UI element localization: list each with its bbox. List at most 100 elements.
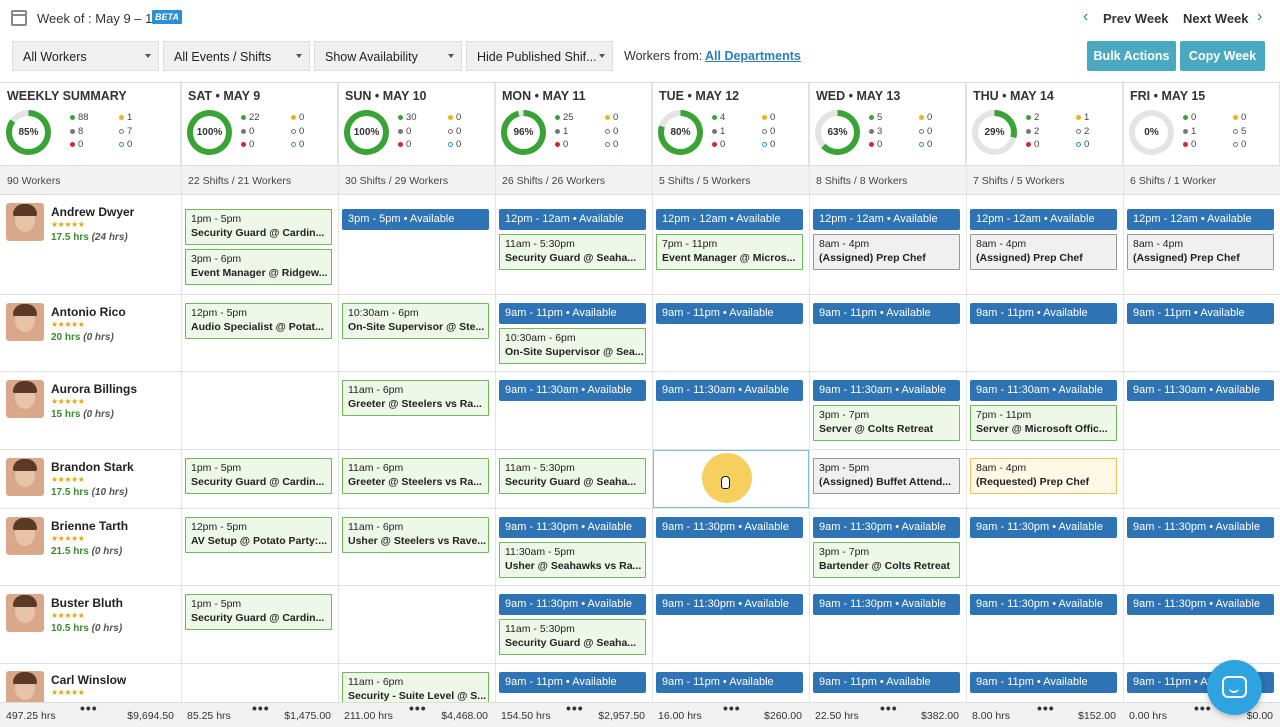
availability-block[interactable]: 9am - 11pm • Available	[813, 672, 960, 693]
availability-block[interactable]: 9am - 11pm • Available	[656, 303, 803, 324]
shift-block[interactable]: 1pm - 5pm Security Guard @ Cardin...	[185, 458, 332, 494]
shift-block[interactable]: 7pm - 11pm Server @ Microsoft Offic...	[970, 405, 1117, 441]
availability-block[interactable]: 12pm - 12am • Available	[813, 209, 960, 230]
more-options-icon[interactable]: •••	[723, 700, 741, 716]
worker-name[interactable]: Aurora Billings	[51, 382, 138, 396]
footer-amount: $382.00	[921, 710, 959, 722]
availability-block[interactable]: 9am - 11pm • Available	[499, 303, 646, 324]
shift-block[interactable]: 3pm - 7pm Bartender @ Colts Retreat	[813, 542, 960, 578]
shift-block[interactable]: 11am - 6pm Usher @ Steelers vs Rave...	[342, 517, 489, 553]
worker-name[interactable]: Brienne Tarth	[51, 519, 129, 533]
availability-block[interactable]: 9am - 11:30pm • Available	[813, 517, 960, 538]
availability-block[interactable]: 12pm - 12am • Available	[970, 209, 1117, 230]
worker-name[interactable]: Buster Bluth	[51, 596, 123, 610]
worker-name[interactable]: Andrew Dwyer	[51, 205, 135, 219]
shift-block[interactable]: 11:30am - 5pm Usher @ Seahawks vs Ra...	[499, 542, 646, 578]
availability-block[interactable]: 9am - 11pm • Available	[1127, 303, 1274, 324]
chat-button[interactable]	[1207, 660, 1262, 715]
availability-block[interactable]: 9am - 11:30am • Available	[1127, 380, 1274, 401]
availability-block[interactable]: 9am - 11pm • Available	[656, 672, 803, 693]
shift-block[interactable]: 1pm - 5pm Security Guard @ Cardin...	[185, 209, 332, 245]
availability-block[interactable]: 9am - 11:30pm • Available	[499, 594, 646, 615]
more-options-icon[interactable]: •••	[409, 700, 427, 716]
availability-block[interactable]: 9am - 11pm • Available	[813, 303, 960, 324]
availability-block[interactable]: 9am - 11pm • Available	[970, 303, 1117, 324]
stat-unassigned: 0	[762, 125, 775, 139]
day-title: SUN • MAY 10	[345, 89, 427, 103]
footer-amount: $2,957.50	[598, 710, 645, 722]
availability-block[interactable]: 3pm - 5pm • Available	[342, 209, 489, 230]
calendar-icon[interactable]	[11, 10, 27, 26]
next-week-button[interactable]: Next Week	[1183, 11, 1249, 26]
published-dropdown[interactable]: Hide Published Shif...	[466, 41, 613, 71]
availability-dropdown[interactable]: Show Availability	[314, 41, 462, 71]
more-options-icon[interactable]: •••	[252, 700, 270, 716]
shift-block[interactable]: 8am - 4pm (Assigned) Prep Chef	[813, 234, 960, 270]
worker-name[interactable]: Carl Winslow	[51, 673, 127, 687]
availability-block[interactable]: 9am - 11pm • Available	[499, 672, 646, 693]
availability-block[interactable]: 9am - 11:30am • Available	[970, 380, 1117, 401]
events-dropdown[interactable]: All Events / Shifts	[163, 41, 310, 71]
worker-name[interactable]: Brandon Stark	[51, 460, 134, 474]
availability-block[interactable]: 9am - 11:30pm • Available	[970, 594, 1117, 615]
more-options-icon[interactable]: •••	[1194, 700, 1212, 716]
shift-block[interactable]: 8am - 4pm (Assigned) Prep Chef	[970, 234, 1117, 270]
shift-block[interactable]: 8am - 4pm (Assigned) Prep Chef	[1127, 234, 1274, 270]
shift-block[interactable]: 8am - 4pm (Requested) Prep Chef	[970, 458, 1117, 494]
shift-block[interactable]: 11am - 6pm Greeter @ Steelers vs Ra...	[342, 458, 489, 494]
availability-block[interactable]: 9am - 11:30pm • Available	[1127, 517, 1274, 538]
shift-block[interactable]: 11am - 5:30pm Security Guard @ Seaha...	[499, 619, 646, 655]
shift-block[interactable]: 3pm - 7pm Server @ Colts Retreat	[813, 405, 960, 441]
availability-block[interactable]: 9am - 11pm • Available	[970, 672, 1117, 693]
workers-dropdown[interactable]: All Workers	[12, 41, 159, 71]
worker-name[interactable]: Antonio Rico	[51, 305, 126, 319]
shift-time: 8am - 4pm	[819, 238, 870, 250]
stat-filled: 5	[869, 111, 882, 125]
shift-block[interactable]: 10:30am - 6pm On-Site Supervisor @ Ste...	[342, 303, 489, 339]
chevron-left-icon[interactable]: ‹	[1083, 8, 1089, 25]
shift-block[interactable]: 11am - 6pm Greeter @ Steelers vs Ra...	[342, 380, 489, 416]
more-options-icon[interactable]: •••	[80, 700, 98, 716]
availability-block[interactable]: 12pm - 12am • Available	[1127, 209, 1274, 230]
availability-block[interactable]: 9am - 11:30pm • Available	[813, 594, 960, 615]
chevron-right-icon[interactable]: ›	[1257, 8, 1263, 25]
more-options-icon[interactable]: •••	[566, 700, 584, 716]
footer-hours: 154.50 hrs	[501, 710, 551, 722]
departments-link[interactable]: All Departments	[705, 49, 801, 63]
availability-block[interactable]: 9am - 11:30pm • Available	[656, 517, 803, 538]
shift-role: Greeter @ Steelers vs Ra...	[348, 476, 482, 488]
more-options-icon[interactable]: •••	[1037, 700, 1055, 716]
availability-block[interactable]: 9am - 11:30am • Available	[656, 380, 803, 401]
availability-block[interactable]: 9am - 11:30am • Available	[813, 380, 960, 401]
shift-block[interactable]: 11am - 5:30pm Security Guard @ Seaha...	[499, 234, 646, 270]
top-bar: Week of : May 9 – 15 BETA ‹ Prev Week Ne…	[0, 0, 1280, 38]
shift-block[interactable]: 11am - 5:30pm Security Guard @ Seaha...	[499, 458, 646, 494]
availability-block[interactable]: 9am - 11:30am • Available	[499, 380, 646, 401]
availability-block[interactable]: 12pm - 12am • Available	[656, 209, 803, 230]
shift-block[interactable]: 10:30am - 6pm On-Site Supervisor @ Sea...	[499, 328, 646, 364]
worker-scheduled-hours: (0 hrs)	[91, 623, 123, 634]
availability-block[interactable]: 9am - 11:30pm • Available	[499, 517, 646, 538]
bulk-actions-button[interactable]: Bulk Actions	[1087, 41, 1176, 71]
stat-conflict: 0	[1026, 138, 1039, 152]
shift-block[interactable]: 3pm - 5pm (Assigned) Buffet Attend...	[813, 458, 960, 494]
shift-block[interactable]: 12pm - 5pm Audio Specialist @ Potat...	[185, 303, 332, 339]
availability-block[interactable]: 9am - 11:30pm • Available	[656, 594, 803, 615]
shift-block[interactable]: 1pm - 5pm Security Guard @ Cardin...	[185, 594, 332, 630]
shift-time: 1pm - 5pm	[191, 462, 242, 474]
stat-conflict: 0	[241, 138, 260, 152]
shift-role: (Assigned) Prep Chef	[819, 252, 926, 264]
availability-block[interactable]: 9am - 11:30pm • Available	[970, 517, 1117, 538]
shift-block[interactable]: 7pm - 11pm Event Manager @ Micros...	[656, 234, 803, 270]
more-options-icon[interactable]: •••	[880, 700, 898, 716]
prev-week-button[interactable]: Prev Week	[1103, 11, 1169, 26]
footer-amount: $0.00	[1246, 710, 1273, 722]
worker-scheduled-hours: (0 hrs)	[83, 332, 114, 343]
availability-block[interactable]: 9am - 11:30pm • Available	[1127, 594, 1274, 615]
stat-available: 0	[119, 138, 132, 152]
shift-block[interactable]: 12pm - 5pm AV Setup @ Potato Party:...	[185, 517, 332, 553]
availability-block[interactable]: 12pm - 12am • Available	[499, 209, 646, 230]
footer-amount: $4,468.00	[441, 710, 488, 722]
copy-week-button[interactable]: Copy Week	[1180, 41, 1265, 71]
shift-block[interactable]: 3pm - 6pm Event Manager @ Ridgew...	[185, 249, 332, 285]
